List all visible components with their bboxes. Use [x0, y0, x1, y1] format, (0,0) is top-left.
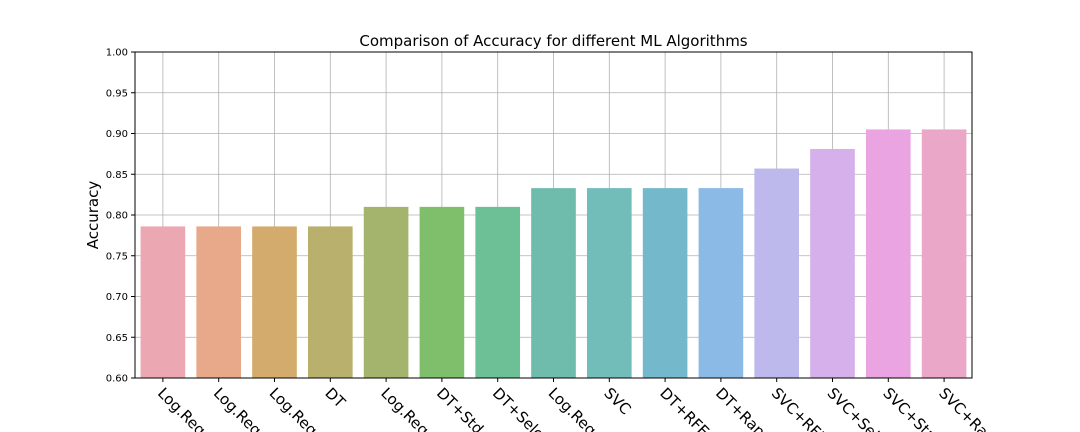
bar [531, 188, 576, 378]
x-tick-label: DT+Ran [712, 384, 769, 432]
y-tick-label: 0.95 [106, 88, 128, 99]
x-tick-label: SVC+Sta [879, 384, 939, 432]
x-tick-label: SVC+Ra [935, 384, 992, 432]
x-tick-label: Log.Reg [545, 384, 600, 432]
bar [363, 206, 409, 378]
bars [140, 129, 967, 378]
bar [865, 129, 911, 378]
x-axis-ticks: Log.Reg Log.Reg Log.Reg DT Log.Reg DT+Std DT+S… [154, 378, 992, 432]
bar [475, 206, 521, 378]
bar [252, 226, 297, 378]
x-tick-label: SVC+RFE [768, 384, 831, 432]
y-tick-label: 0.85 [106, 170, 128, 181]
x-tick-label: DT+RFE [656, 384, 712, 432]
x-tick-label: DT+Sele [489, 384, 548, 432]
x-tick-label: Log.Reg [154, 384, 209, 432]
x-tick-label: Log.Reg [210, 384, 265, 432]
x-tick-label: SVC+Sel [824, 384, 883, 432]
y-tick-label: 0.70 [106, 292, 128, 303]
bar [419, 206, 465, 378]
bar [140, 226, 186, 378]
bar [810, 148, 855, 378]
y-tick-label: 1.00 [106, 48, 128, 59]
bar [586, 188, 632, 378]
bar [642, 188, 688, 378]
y-tick-label: 0.60 [106, 374, 128, 385]
chart-title: Comparison of Accuracy for different ML … [359, 32, 747, 50]
bar [921, 129, 967, 378]
x-tick-label: Log.Reg [266, 384, 321, 432]
bar [196, 226, 242, 378]
x-tick-label: DT [321, 384, 349, 412]
y-axis-ticks: 0.60 0.65 0.70 0.75 0.80 0.85 0.90 0.95 1.00 [106, 48, 135, 385]
bar [307, 226, 353, 378]
bar [754, 168, 800, 378]
bar [698, 188, 744, 378]
y-tick-label: 0.75 [106, 251, 128, 262]
y-tick-label: 0.80 [106, 211, 128, 222]
x-tick-label: SVC [600, 384, 634, 418]
x-tick-label: Log.Reg [377, 384, 432, 432]
x-tick-label: DT+Std [433, 384, 487, 432]
y-axis-label: Accuracy [84, 181, 102, 250]
y-tick-label: 0.90 [106, 129, 128, 140]
y-tick-label: 0.65 [106, 333, 128, 344]
